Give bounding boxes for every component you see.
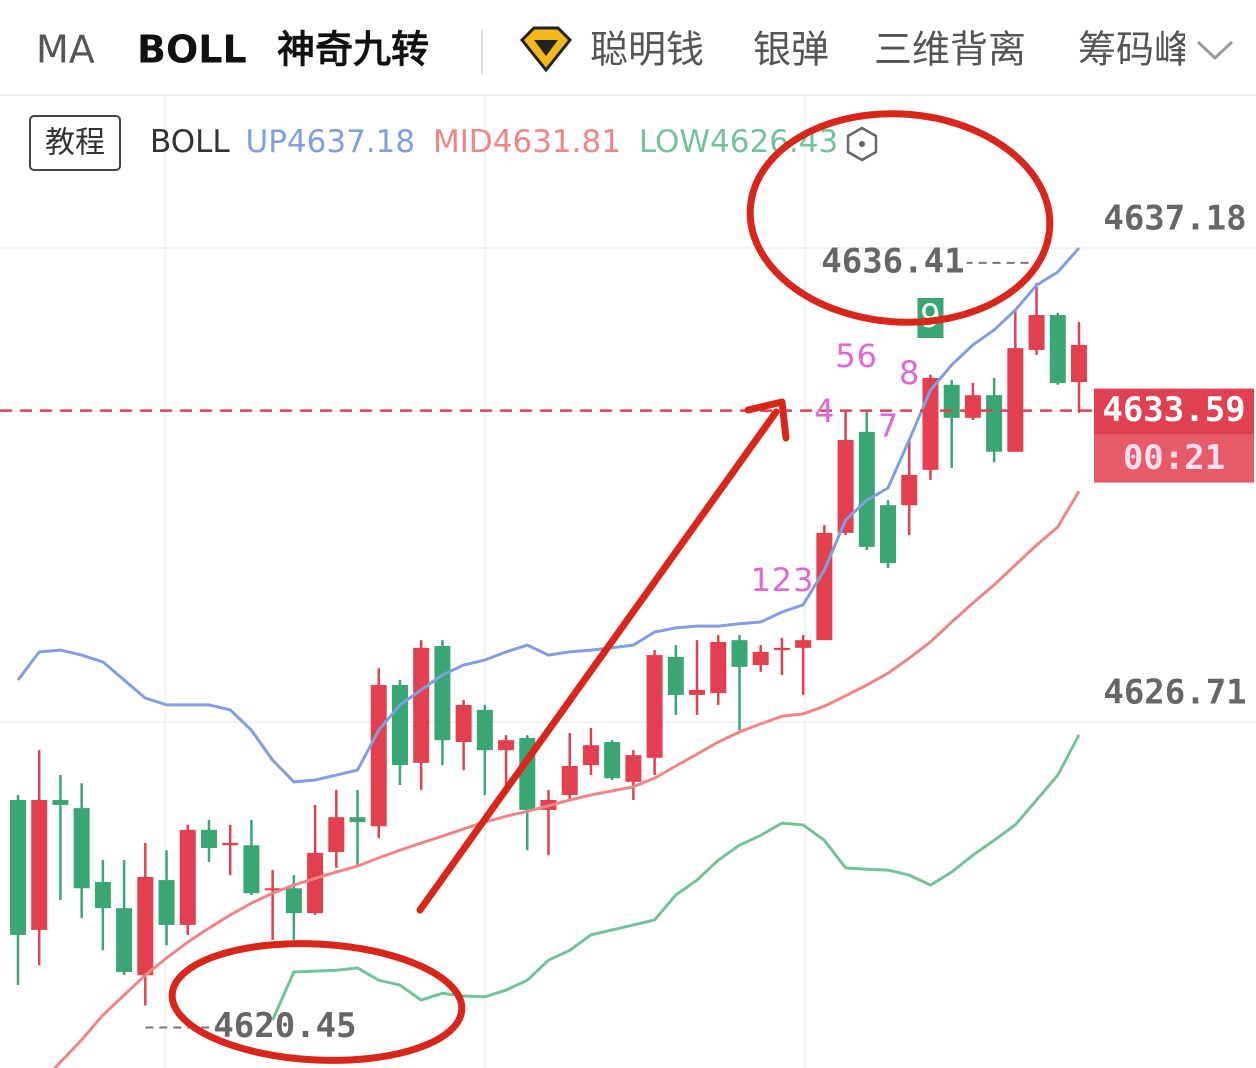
low-label: 4620.45 [213, 1006, 356, 1046]
candle-body [1007, 348, 1024, 452]
td-label: 4 [814, 392, 834, 430]
candle-body [731, 640, 748, 667]
tab[interactable]: 筹码峰 [1078, 28, 1192, 72]
y-tick-label: 4637.18 [1103, 199, 1246, 239]
candle-body [858, 431, 875, 547]
candle-body [94, 881, 111, 909]
candle-body [752, 651, 769, 666]
tab-bar: MA BOLL 神奇九转 聪明钱 银弹 三维背离 筹码峰 [36, 26, 1192, 74]
high-label: 4636.41 [821, 241, 964, 281]
candle-body [307, 852, 324, 914]
candle-body [222, 842, 239, 846]
candle-body [795, 640, 812, 648]
annotations [168, 110, 1054, 1064]
candle-body [10, 799, 26, 935]
candle-body [561, 766, 578, 795]
candle-body [498, 740, 515, 751]
legend-name: MID [433, 124, 493, 160]
tab[interactable]: 聪明钱 [590, 28, 704, 72]
td-label: 3 [793, 561, 813, 599]
candle-body [158, 880, 175, 925]
candle-body [243, 845, 260, 894]
settings-icon[interactable] [846, 126, 878, 162]
candle-body [370, 684, 387, 827]
candle-body [434, 646, 451, 741]
candle-body [1028, 315, 1045, 350]
candle-body [837, 440, 854, 533]
candle-body [710, 641, 727, 694]
candle-body [455, 704, 472, 743]
td-label: 8 [899, 354, 919, 392]
candle-body [689, 689, 706, 695]
candle-body [943, 384, 960, 418]
legend-name: LOW [639, 124, 710, 160]
candle-body [964, 395, 981, 418]
candle-body [582, 745, 599, 766]
tab[interactable]: MA [36, 28, 95, 72]
indicator-name: BOLL [150, 124, 230, 160]
candle-body [349, 817, 366, 823]
candle-body [986, 395, 1003, 452]
band-line [16, 247, 1081, 784]
candle-body [646, 655, 663, 758]
candle-body [285, 888, 302, 914]
legend-value: 4637.18 [287, 124, 415, 160]
candle-body [264, 888, 281, 891]
tab[interactable]: 银弹 [753, 28, 829, 72]
candle-body [773, 647, 790, 651]
band-line [52, 490, 1081, 1068]
candle-body [476, 709, 493, 751]
candle-body [73, 808, 90, 889]
tutorial-button[interactable] [29, 115, 121, 171]
legend: BOLL UP4637.18 MID4631.81 LOW4626.43 [150, 124, 838, 160]
candle-body [880, 505, 897, 564]
y-tick-label: 4626.71 [1103, 673, 1246, 713]
candle-body [1071, 344, 1087, 383]
candle-body [391, 684, 408, 766]
legend-value: 4631.81 [493, 124, 621, 160]
overlay: 4626.71 4637.18 4633.59 00:21 4636.41 4620.45… [145, 199, 1254, 1046]
countdown-label: 00:21 [1123, 438, 1225, 478]
td-label: 2 [772, 561, 792, 599]
band-line [271, 734, 1081, 1021]
td-label: 9 [920, 297, 940, 335]
plot [0, 247, 1094, 1068]
tab[interactable]: 三维背离 [874, 28, 1026, 72]
candle-body [667, 656, 684, 695]
last-price-label: 4633.59 [1102, 390, 1245, 430]
legend-name: UP [246, 124, 287, 160]
candle-body [200, 829, 217, 848]
price-tag [1094, 388, 1254, 435]
candle-body [328, 817, 345, 853]
candle-body [31, 799, 48, 930]
td-label: 1 [751, 561, 771, 599]
tutorial-label[interactable]: 教程 [45, 126, 105, 161]
smart-money-icon [519, 26, 573, 73]
expand-icon[interactable] [1196, 40, 1234, 61]
td-label: 7 [878, 407, 898, 445]
candle-body [604, 742, 621, 779]
candle-body [116, 908, 133, 973]
candle-body [137, 876, 154, 976]
td-label: 5 [835, 337, 855, 375]
tab[interactable]: 神奇九转 [277, 28, 429, 72]
candle-body [179, 829, 196, 925]
countdown-tag [1094, 434, 1254, 483]
candle-body [1049, 315, 1066, 383]
candle-body [413, 647, 430, 763]
candle-body [52, 799, 69, 805]
tab[interactable]: BOLL [137, 28, 247, 72]
candle-body [901, 474, 918, 506]
candle-body [625, 755, 642, 782]
candle-body [816, 532, 833, 641]
td-label: 6 [857, 337, 877, 375]
